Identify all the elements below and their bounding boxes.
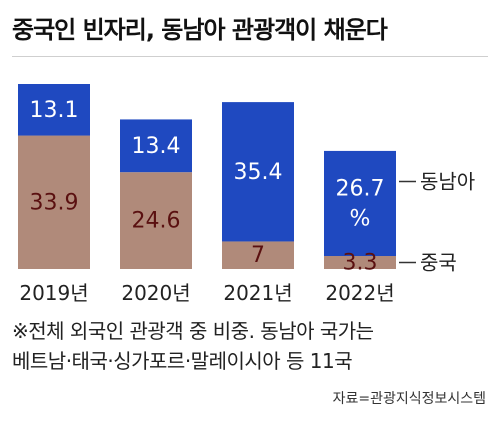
label-china-2021년: 7 xyxy=(251,243,265,268)
source-note: 자료=관광지식정보시스템 xyxy=(332,391,486,407)
bar-china-2020년 xyxy=(120,172,192,269)
bar-china-2022년 xyxy=(324,256,396,269)
bar-southeast-asia-2021년 xyxy=(222,102,294,242)
category-label-2020년: 2020년 xyxy=(121,281,190,305)
footnote-line-1: ※전체 외국인 관광객 중 비중. 동남아 국가는 xyxy=(12,319,374,343)
label-southeast-asia-2019년: 13.1 xyxy=(30,97,79,122)
chart-title: 중국인 빈자리, 동남아 관광객이 채운다 xyxy=(12,16,388,44)
bar-china-2019년 xyxy=(18,135,90,269)
label-china-2020년: 24.6 xyxy=(132,208,181,233)
bar-southeast-asia-2022년 xyxy=(324,150,396,257)
footnote-line-2: 베트남·태국·싱가포르·말레이시아 등 11국 xyxy=(12,349,353,373)
label-southeast-asia-2021년: 35.4 xyxy=(234,159,283,184)
category-label-2021년: 2021년 xyxy=(223,281,292,305)
label-china-2019년: 33.9 xyxy=(30,190,79,215)
label-southeast-asia-2022년: 26.7% xyxy=(336,176,385,231)
footnote: ※전체 외국인 관광객 중 비중. 동남아 국가는 베트남·태국·싱가포르·말레… xyxy=(12,316,374,376)
title-divider xyxy=(12,56,488,57)
label-china-2022년: 3.3 xyxy=(343,250,378,275)
stacked-bar-chart: 13.1 33.9 2019년 13.4 24.6 2020년 35.4 7 2021년 26.7… xyxy=(18,84,475,305)
category-label-2022년: 2022년 xyxy=(325,281,394,305)
category-label-2019년: 2019년 xyxy=(19,281,88,305)
legend-southeast-asia: 동남아 xyxy=(420,169,475,193)
bar-southeast-asia-2019년 xyxy=(18,84,90,136)
bar-china-2021년 xyxy=(222,241,294,269)
bar-southeast-asia-2020년 xyxy=(120,119,192,173)
legend-china: 중국 xyxy=(420,251,457,275)
label-southeast-asia-2020년: 13.4 xyxy=(132,133,181,158)
